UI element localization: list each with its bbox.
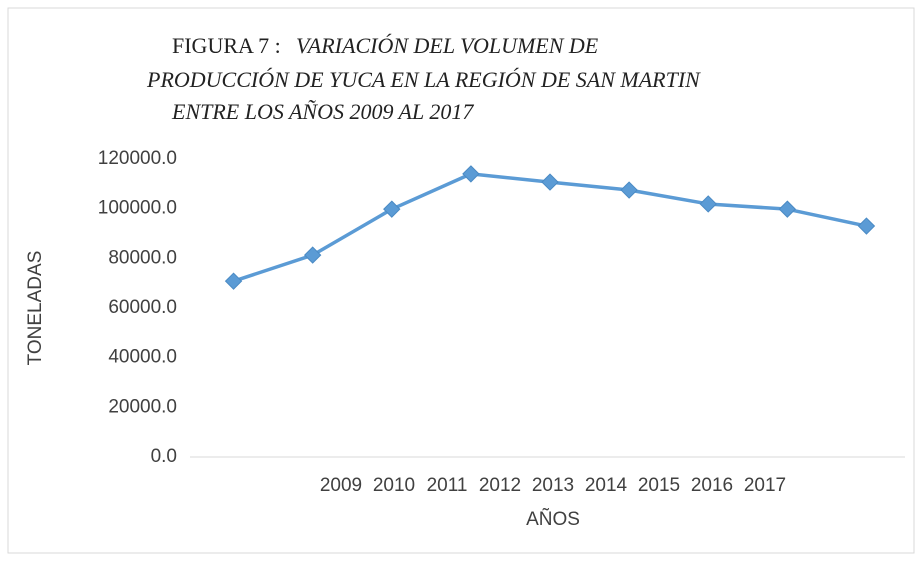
chart-frame — [7, 7, 915, 554]
y-tick-label: 80000.0 — [108, 247, 177, 268]
chart-title: PRODUCCIÓN DE YUCA EN LA REGIÓN DE SAN M… — [146, 67, 701, 92]
marker — [778, 200, 797, 218]
x-tick-label: 2009 — [320, 475, 362, 496]
x-tick-label: 2011 — [427, 475, 468, 496]
marker — [462, 165, 480, 183]
marker — [383, 200, 401, 218]
chart-title: ENTRE LOS AÑOS 2009 AL 2017 — [171, 99, 474, 124]
chart-title-prefix: FIGURA 7 : — [172, 33, 281, 58]
y-tick-label: 0.0 — [151, 446, 177, 467]
marker — [620, 181, 638, 199]
y-tick-label: 40000.0 — [108, 347, 177, 368]
x-tick-label: 2010 — [373, 475, 415, 496]
y-tick-label: 100000.0 — [98, 198, 177, 219]
x-tick-label: 2015 — [638, 475, 680, 496]
chart-title: VARIACIÓN DEL VOLUMEN DE — [296, 33, 599, 58]
marker — [541, 173, 559, 191]
x-tick-label: 2013 — [532, 475, 574, 496]
marker — [699, 195, 717, 213]
x-tick-label: 2012 — [479, 475, 521, 496]
y-axis-label: TONELADAS — [25, 251, 46, 366]
marker — [857, 217, 876, 235]
marker — [303, 246, 322, 264]
x-tick-label: 2016 — [691, 475, 733, 496]
y-tick-label: 60000.0 — [108, 297, 177, 318]
x-tick-label: 2014 — [585, 475, 628, 496]
x-axis-label: AÑOS — [526, 508, 580, 530]
x-tick-label: 2017 — [744, 475, 786, 496]
marker — [224, 272, 243, 290]
y-tick-label: 20000.0 — [108, 396, 177, 417]
y-tick-label: 120000.0 — [98, 148, 177, 169]
